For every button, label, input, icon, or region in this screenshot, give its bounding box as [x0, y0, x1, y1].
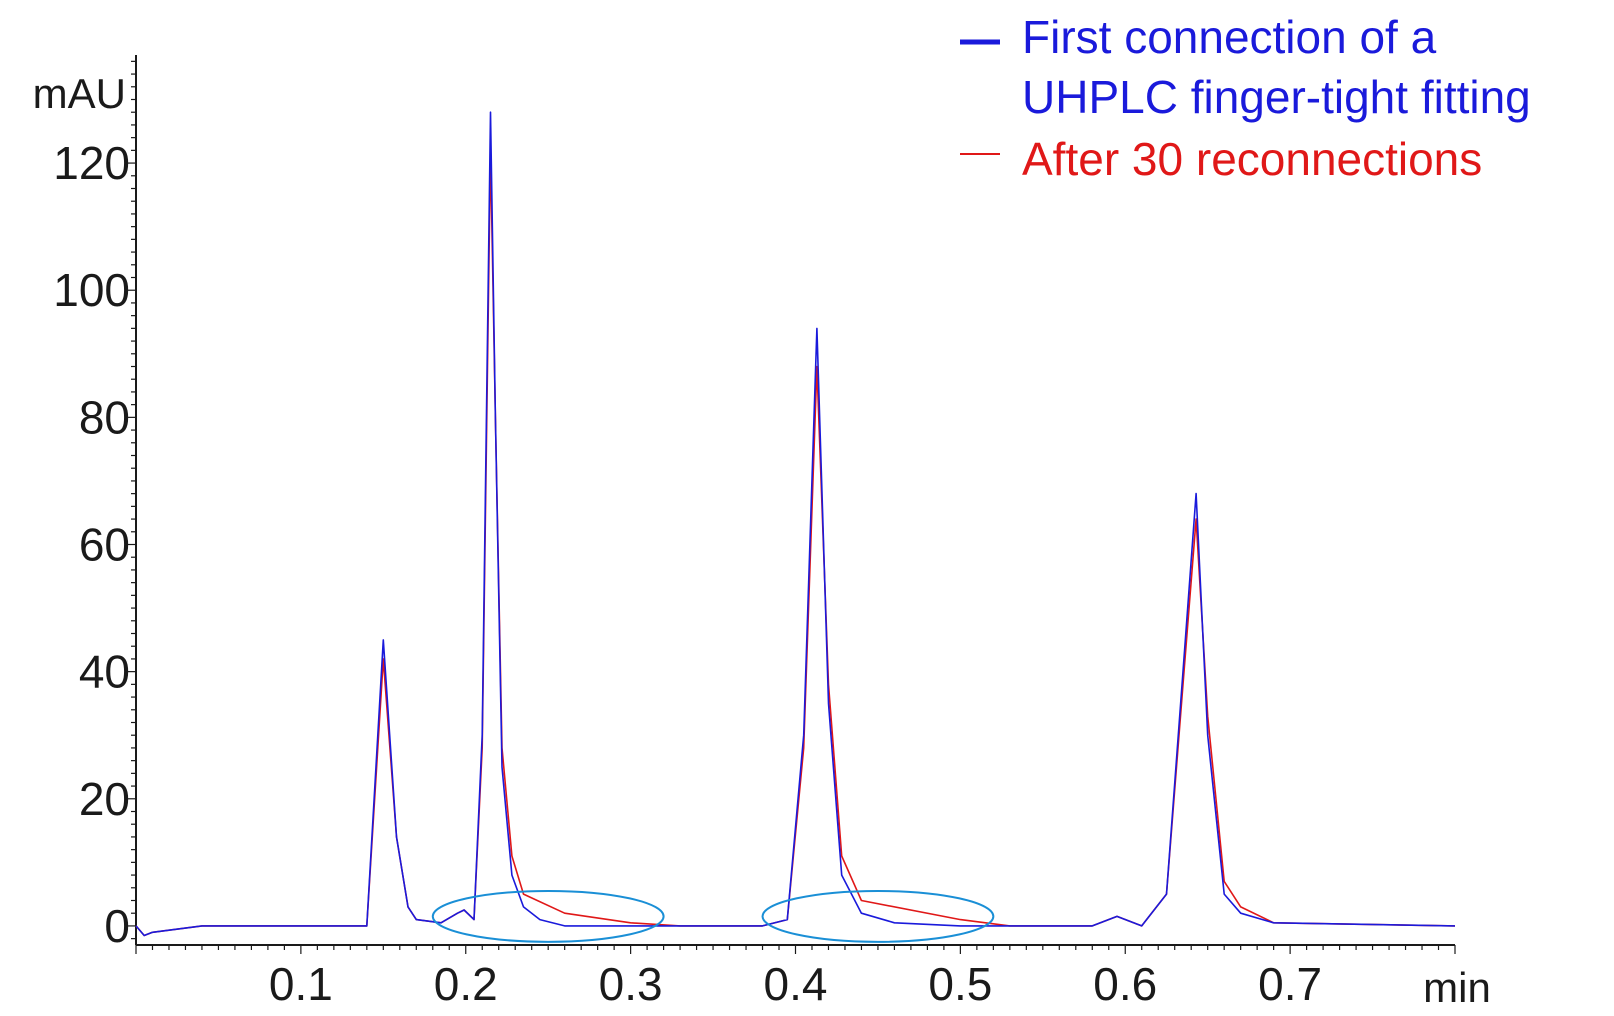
legend-label-after-reconnections: After 30 reconnections [1022, 133, 1482, 185]
axes: mAU min [33, 55, 1491, 1011]
x-tick-label: 0.2 [434, 958, 498, 1010]
y-tick-label: 0 [104, 900, 130, 952]
highlight-ellipse-1 [431, 889, 665, 943]
series-line-first-connection [135, 111, 1456, 937]
series-group [135, 111, 1456, 937]
x-tick-label: 0.5 [928, 958, 992, 1010]
x-tick-label: 0.6 [1093, 958, 1157, 1010]
y-tick-label: 120 [53, 137, 130, 189]
x-tick-label: 0.4 [764, 958, 828, 1010]
highlight-ellipse-2 [761, 889, 995, 943]
y-tick-label: 100 [53, 264, 130, 316]
x-tick-label: 0.3 [599, 958, 663, 1010]
x-tick-label: 0.1 [269, 958, 333, 1010]
x-axis-unit-label: min [1423, 964, 1491, 1011]
series-line-after-reconnections [135, 149, 1456, 937]
x-tick-label: 0.7 [1258, 958, 1322, 1010]
y-tick-label: 40 [79, 646, 130, 698]
legend-label-first-connection-line1: First connection of a [1022, 11, 1437, 63]
ticks: 0 20 40 60 80 100 120 0.1 0.2 0.3 0.4 0.5 0.6 0.7 [53, 60, 1456, 1010]
legend-label-first-connection-line2: UHPLC finger-tight fitting [1022, 71, 1531, 123]
annotations-group [431, 889, 995, 943]
y-tick-label: 20 [79, 773, 130, 825]
legend: First connection of a UHPLC finger-tight… [960, 11, 1531, 185]
y-tick-label: 80 [79, 391, 130, 443]
y-axis-unit-label: mAU [33, 70, 126, 117]
y-tick-label: 60 [79, 519, 130, 571]
